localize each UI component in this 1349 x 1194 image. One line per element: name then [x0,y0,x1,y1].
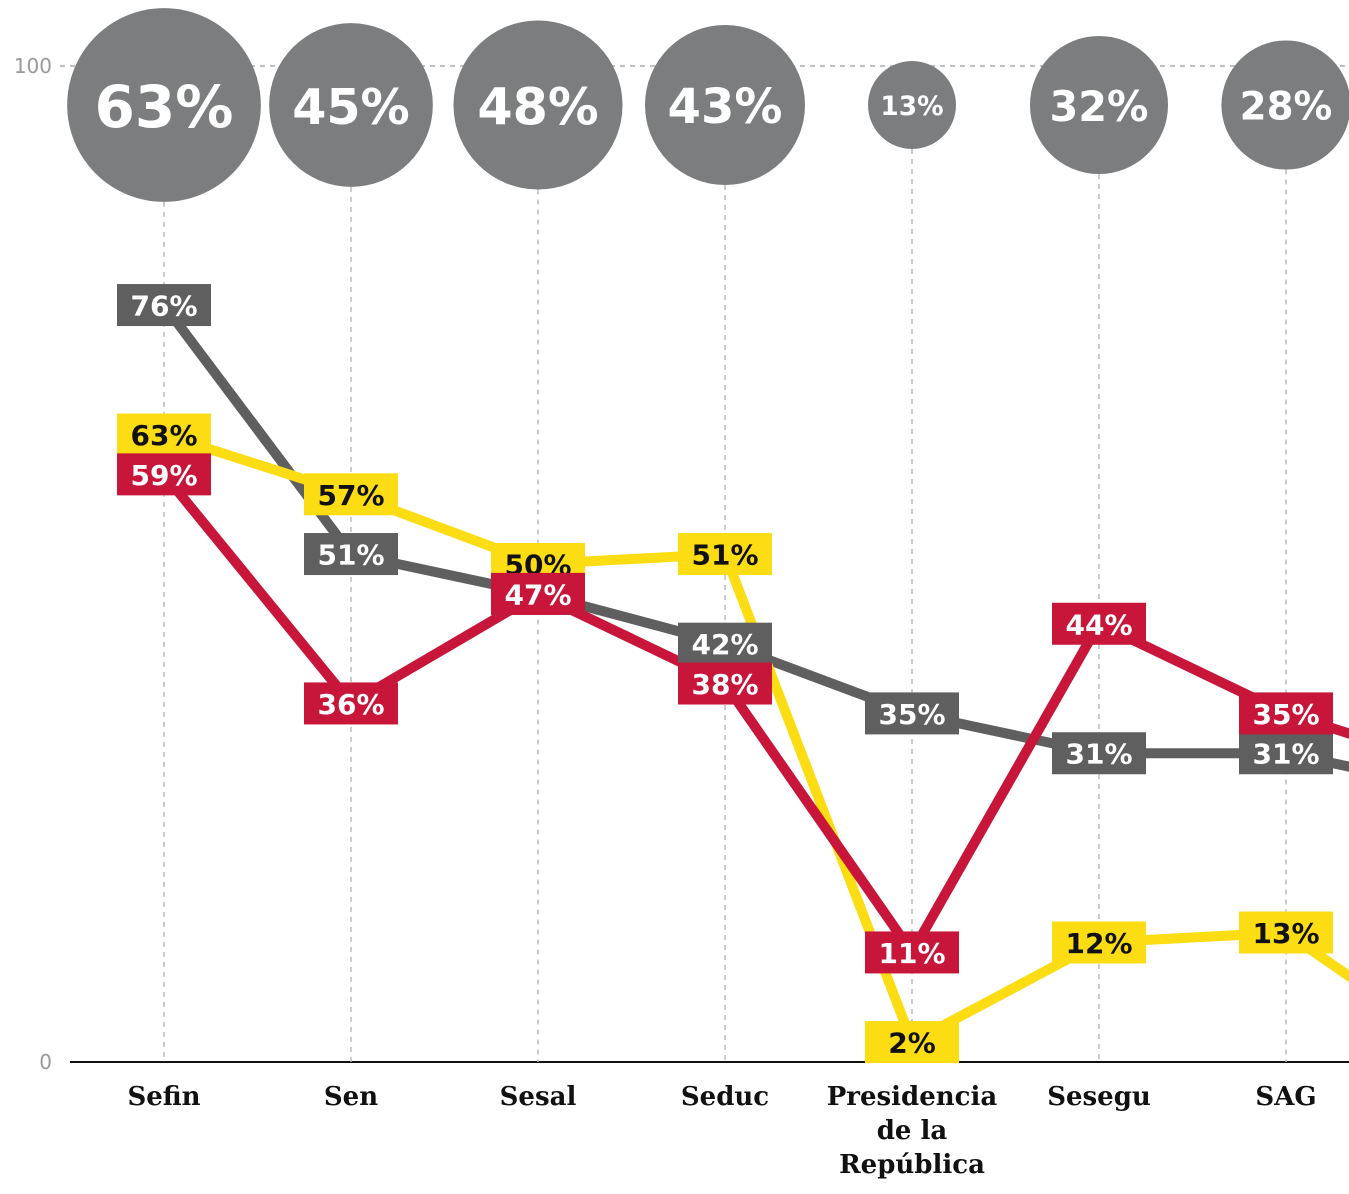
x-tick-label: Sen [323,1082,379,1112]
data-label-text: 13% [1252,917,1319,950]
data-label-box [304,473,398,516]
data-label-box [1239,692,1333,735]
data-label: 11% [865,931,959,974]
x-tick-label: Seduc [680,1082,770,1112]
data-label-text: 76% [130,290,197,323]
data-label-box [1052,602,1146,645]
bubble [1221,40,1349,170]
data-label: 2% [865,1021,959,1064]
data-label-box [491,572,585,615]
data-label-text: 44% [1065,608,1132,641]
data-label-text: 2% [888,1027,936,1060]
bubble [269,23,433,187]
data-label-text: 12% [1065,927,1132,960]
data-label-box [678,533,772,576]
bubble [67,8,261,202]
data-label-text: 51% [317,539,384,572]
data-label-box [678,622,772,665]
data-label-box [117,413,211,456]
data-label-text: 47% [504,578,571,611]
x-tick-label: Sefin [127,1082,201,1112]
data-label-box [1052,732,1146,775]
data-label-text: 36% [317,688,384,721]
data-label-box [1239,911,1333,954]
x-tick-label: Presidencia de la República [826,1082,998,1180]
data-label-text: 38% [691,668,758,701]
x-tick-label: Sesal [499,1082,577,1112]
data-label: 35% [1239,692,1333,735]
data-label-box [304,682,398,725]
data-label-box [304,533,398,576]
data-label: 57% [304,473,398,516]
data-label: 31% [1052,732,1146,775]
bubble-label: 28% [1240,85,1333,130]
data-label-text: 57% [317,479,384,512]
data-label-box [678,662,772,705]
data-label-box [865,1021,959,1064]
x-tick-label: Sesegu [1047,1082,1151,1112]
data-label-text: 35% [1252,698,1319,731]
y-tick-label: 0 [39,1050,52,1074]
bubble-label: 43% [668,79,783,135]
bubble [1029,35,1169,175]
data-label: 44% [1052,602,1146,645]
data-label: 36% [304,682,398,725]
data-label: 76% [117,284,211,327]
data-label-text: 35% [878,698,945,731]
bubble [644,24,806,186]
data-label: 47% [491,572,585,615]
data-label-box [117,284,211,327]
data-label-text: 31% [1252,738,1319,771]
bubble-label: 13% [880,92,943,122]
data-label-text: 59% [130,459,197,492]
bubble-label: 48% [477,78,598,137]
data-label: 13% [1239,911,1333,954]
data-label: 35% [865,692,959,735]
data-label-box [1239,732,1333,775]
x-tick-label: SAG [1255,1082,1317,1112]
data-label: 51% [304,533,398,576]
y-tick-label: 100 [14,54,52,78]
bubble-label: 63% [94,73,233,141]
bubble [453,20,623,190]
bubble [868,61,956,149]
data-label: 12% [1052,921,1146,964]
data-label-text: 42% [691,628,758,661]
data-label: 59% [117,453,211,496]
data-label: 42% [678,622,772,665]
data-label: 38% [678,662,772,705]
data-label: 63% [117,413,211,456]
bubble-label: 45% [292,78,410,136]
data-label-text: 11% [878,937,945,970]
data-label-box [865,692,959,735]
data-label-text: 63% [130,419,197,452]
data-label: 51% [678,533,772,576]
bubble-label: 32% [1049,83,1148,131]
data-label: 31% [1239,732,1333,775]
data-label-box [1052,921,1146,964]
data-label-text: 31% [1065,738,1132,771]
data-label-text: 51% [691,539,758,572]
data-label-box [865,931,959,974]
data-label-box [117,453,211,496]
